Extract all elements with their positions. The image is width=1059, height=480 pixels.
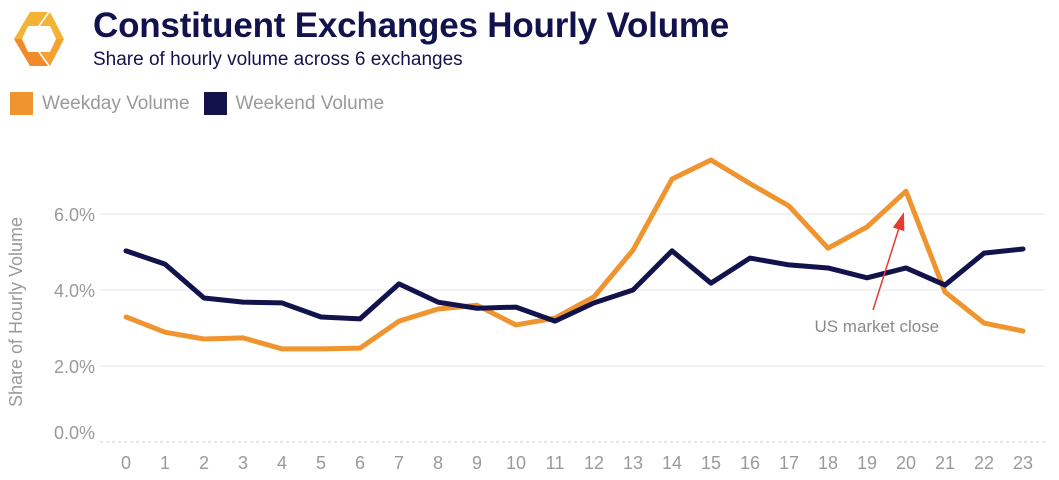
legend-swatch-weekday bbox=[10, 92, 33, 115]
data-point bbox=[632, 289, 634, 291]
company-logo bbox=[14, 12, 64, 66]
data-point bbox=[632, 249, 634, 251]
x-tick-label: 16 bbox=[740, 453, 760, 473]
x-tick-label: 5 bbox=[316, 453, 326, 473]
x-tick-label: 17 bbox=[779, 453, 799, 473]
data-point bbox=[398, 283, 400, 285]
data-point bbox=[164, 263, 166, 265]
y-tick-label: 0.0% bbox=[54, 423, 95, 443]
data-point bbox=[476, 304, 478, 306]
data-point bbox=[1022, 330, 1024, 332]
data-point bbox=[671, 178, 673, 180]
x-tick-label: 19 bbox=[857, 453, 877, 473]
x-tick-label: 10 bbox=[506, 453, 526, 473]
series-line-weekday bbox=[123, 157, 1026, 352]
legend-swatch-weekend bbox=[203, 92, 227, 115]
y-tick-label: 6.0% bbox=[54, 205, 95, 225]
data-point bbox=[1022, 248, 1024, 250]
data-point bbox=[281, 348, 283, 350]
legend-label-weekday: Weekday Volume bbox=[42, 92, 190, 114]
data-point bbox=[827, 247, 829, 249]
data-point bbox=[710, 159, 712, 161]
annotation-text: US market close bbox=[814, 317, 939, 336]
data-point bbox=[671, 250, 673, 252]
data-point bbox=[281, 302, 283, 304]
data-point bbox=[944, 291, 946, 293]
data-point bbox=[437, 308, 439, 310]
data-point bbox=[359, 347, 361, 349]
x-tick-label: 20 bbox=[896, 453, 916, 473]
data-point bbox=[242, 337, 244, 339]
annotation-arrow-line bbox=[872, 229, 900, 311]
data-point bbox=[749, 183, 751, 185]
legend-item-weekend[interactable]: Weekend Volume bbox=[203, 92, 385, 115]
annotation-arrow-head bbox=[892, 212, 905, 232]
x-tick-label: 2 bbox=[199, 453, 209, 473]
data-point bbox=[242, 301, 244, 303]
data-point bbox=[554, 320, 556, 322]
y-axis-label: Share of Hourly Volume bbox=[6, 217, 26, 407]
data-point bbox=[788, 205, 790, 207]
data-point bbox=[983, 322, 985, 324]
x-tick-label: 18 bbox=[818, 453, 838, 473]
data-point bbox=[905, 190, 907, 192]
data-point bbox=[827, 267, 829, 269]
x-tick-label: 8 bbox=[433, 453, 443, 473]
x-tick-label: 1 bbox=[160, 453, 170, 473]
chart-title: Constituent Exchanges Hourly Volume bbox=[93, 6, 730, 45]
y-tick-label: 2.0% bbox=[54, 357, 95, 377]
legend-item-weekday[interactable]: Weekday Volume bbox=[10, 92, 190, 115]
data-point bbox=[593, 296, 595, 298]
data-point bbox=[866, 226, 868, 228]
data-point bbox=[359, 318, 361, 320]
data-point bbox=[125, 316, 127, 318]
x-tick-label: 12 bbox=[584, 453, 604, 473]
data-point bbox=[320, 316, 322, 318]
x-tick-label: 3 bbox=[238, 453, 248, 473]
x-tick-label: 13 bbox=[623, 453, 643, 473]
x-tick-label: 4 bbox=[277, 453, 287, 473]
data-point bbox=[905, 267, 907, 269]
x-tick-label: 6 bbox=[355, 453, 365, 473]
data-point bbox=[593, 302, 595, 304]
x-tick-label: 11 bbox=[546, 453, 565, 473]
data-point bbox=[866, 277, 868, 279]
data-point bbox=[320, 348, 322, 350]
data-point bbox=[788, 264, 790, 266]
data-point bbox=[515, 324, 517, 326]
legend: Weekday Volume Weekend Volume bbox=[10, 92, 398, 115]
x-tick-label: 14 bbox=[662, 453, 682, 473]
data-point bbox=[749, 257, 751, 259]
data-point bbox=[944, 284, 946, 286]
x-tick-label: 22 bbox=[974, 453, 994, 473]
data-point bbox=[710, 282, 712, 284]
data-point bbox=[437, 301, 439, 303]
legend-label-weekend: Weekend Volume bbox=[235, 92, 385, 114]
x-tick-label: 9 bbox=[472, 453, 482, 473]
y-tick-label: 4.0% bbox=[54, 281, 95, 301]
data-point bbox=[164, 331, 166, 333]
x-tick-label: 21 bbox=[935, 453, 955, 473]
data-point bbox=[125, 250, 127, 252]
data-point bbox=[983, 252, 985, 254]
series-line-weekend bbox=[123, 246, 1026, 324]
x-tick-label: 15 bbox=[701, 453, 721, 473]
data-point bbox=[476, 307, 478, 309]
x-tick-label: 23 bbox=[1013, 453, 1033, 473]
chart-subtitle: Share of hourly volume across 6 exchange… bbox=[93, 49, 463, 70]
data-point bbox=[203, 338, 205, 340]
data-point bbox=[515, 306, 517, 308]
data-point bbox=[398, 320, 400, 322]
data-point bbox=[203, 297, 205, 299]
x-tick-label: 7 bbox=[394, 453, 404, 473]
x-tick-label: 0 bbox=[121, 453, 131, 473]
